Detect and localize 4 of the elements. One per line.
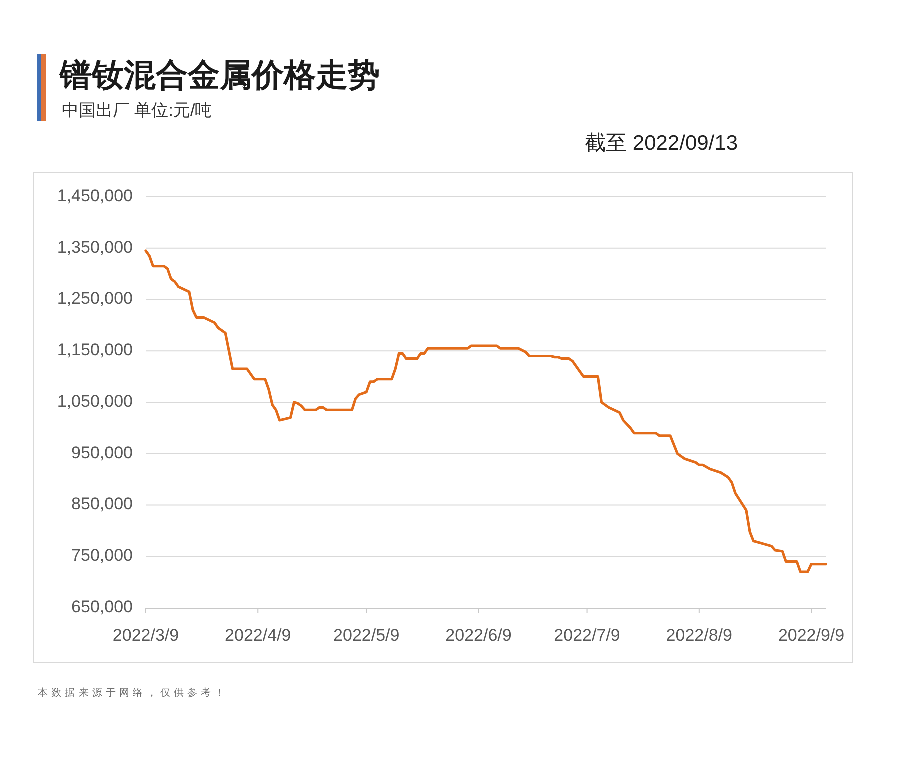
title: 镨钕混合金属价格走势	[60, 57, 380, 93]
subtitle: 中国出厂 单位:元/吨	[62, 101, 212, 120]
annotation: 本数据来源于网络，仅供参考！	[38, 688, 228, 699]
annotation: 截至 2022/09/13	[585, 132, 738, 155]
